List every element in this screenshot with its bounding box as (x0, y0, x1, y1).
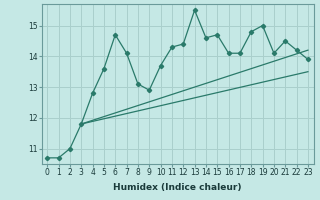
X-axis label: Humidex (Indice chaleur): Humidex (Indice chaleur) (113, 183, 242, 192)
